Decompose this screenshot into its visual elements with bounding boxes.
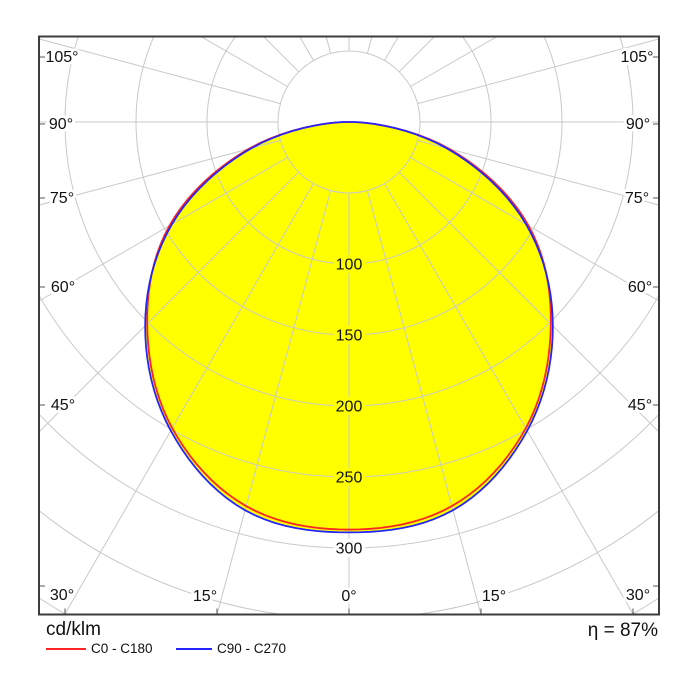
grid-spoke-345	[216, 190, 332, 615]
legend: C0 - C180 C90 - C270	[0, 641, 700, 659]
grid-spoke-120	[410, 36, 499, 87]
curve-c0-c180	[146, 121, 552, 531]
efficiency-label: η = 87%	[587, 620, 658, 641]
grid-spoke-195	[325, 36, 332, 54]
angle-label-14-105: 105°	[620, 49, 653, 66]
angle-label-4-45: 45°	[51, 397, 75, 414]
grid-spoke-255	[39, 38, 281, 105]
angle-label-1-90: 90°	[49, 116, 73, 133]
grid-spoke-300	[39, 157, 288, 302]
angle-label-8-15: 15°	[482, 588, 506, 605]
ring-label-250: 250	[336, 470, 363, 487]
grid-spoke-165	[366, 36, 373, 54]
angle-label-10-45: 45°	[628, 397, 652, 414]
grid-spoke-315	[39, 171, 300, 433]
legend-label-c90: C90 - C270	[217, 641, 287, 656]
ring-label-100: 100	[336, 257, 363, 274]
angle-label-0-105: 105°	[45, 49, 78, 66]
angle-label-9-30: 30°	[626, 587, 650, 604]
angle-label-5-30: 30°	[50, 587, 74, 604]
grid-spoke-240	[199, 36, 288, 87]
angle-label-2-75: 75°	[50, 190, 74, 207]
legend-line-c0-icon	[46, 648, 86, 650]
grid-spoke-105	[417, 38, 659, 105]
grid-spoke-330	[64, 183, 314, 615]
ring-label-200: 200	[336, 399, 363, 416]
grid-spoke-15	[366, 190, 482, 615]
angle-label-7-0: 0°	[341, 588, 356, 605]
grid-spoke-75	[417, 139, 659, 206]
angle-label-13-90: 90°	[626, 116, 650, 133]
curve-c90-c270	[144, 121, 554, 534]
ring-label-300: 300	[336, 541, 363, 558]
angle-label-11-60: 60°	[628, 279, 652, 296]
legend-label-c0: C0 - C180	[91, 641, 153, 656]
ring-label-150: 150	[336, 328, 363, 345]
plot-border	[38, 35, 660, 616]
legend-line-c90-icon	[176, 648, 212, 650]
grid-spoke-60	[410, 157, 659, 302]
grid-spoke-30	[384, 183, 634, 615]
angle-label-6-15: 15°	[193, 588, 217, 605]
angle-label-12-75: 75°	[625, 190, 649, 207]
grid-spoke-45	[398, 171, 659, 433]
grid-spoke-285	[39, 139, 281, 206]
unit-label: cd/klm	[46, 619, 101, 640]
angle-label-3-60: 60°	[51, 279, 75, 296]
